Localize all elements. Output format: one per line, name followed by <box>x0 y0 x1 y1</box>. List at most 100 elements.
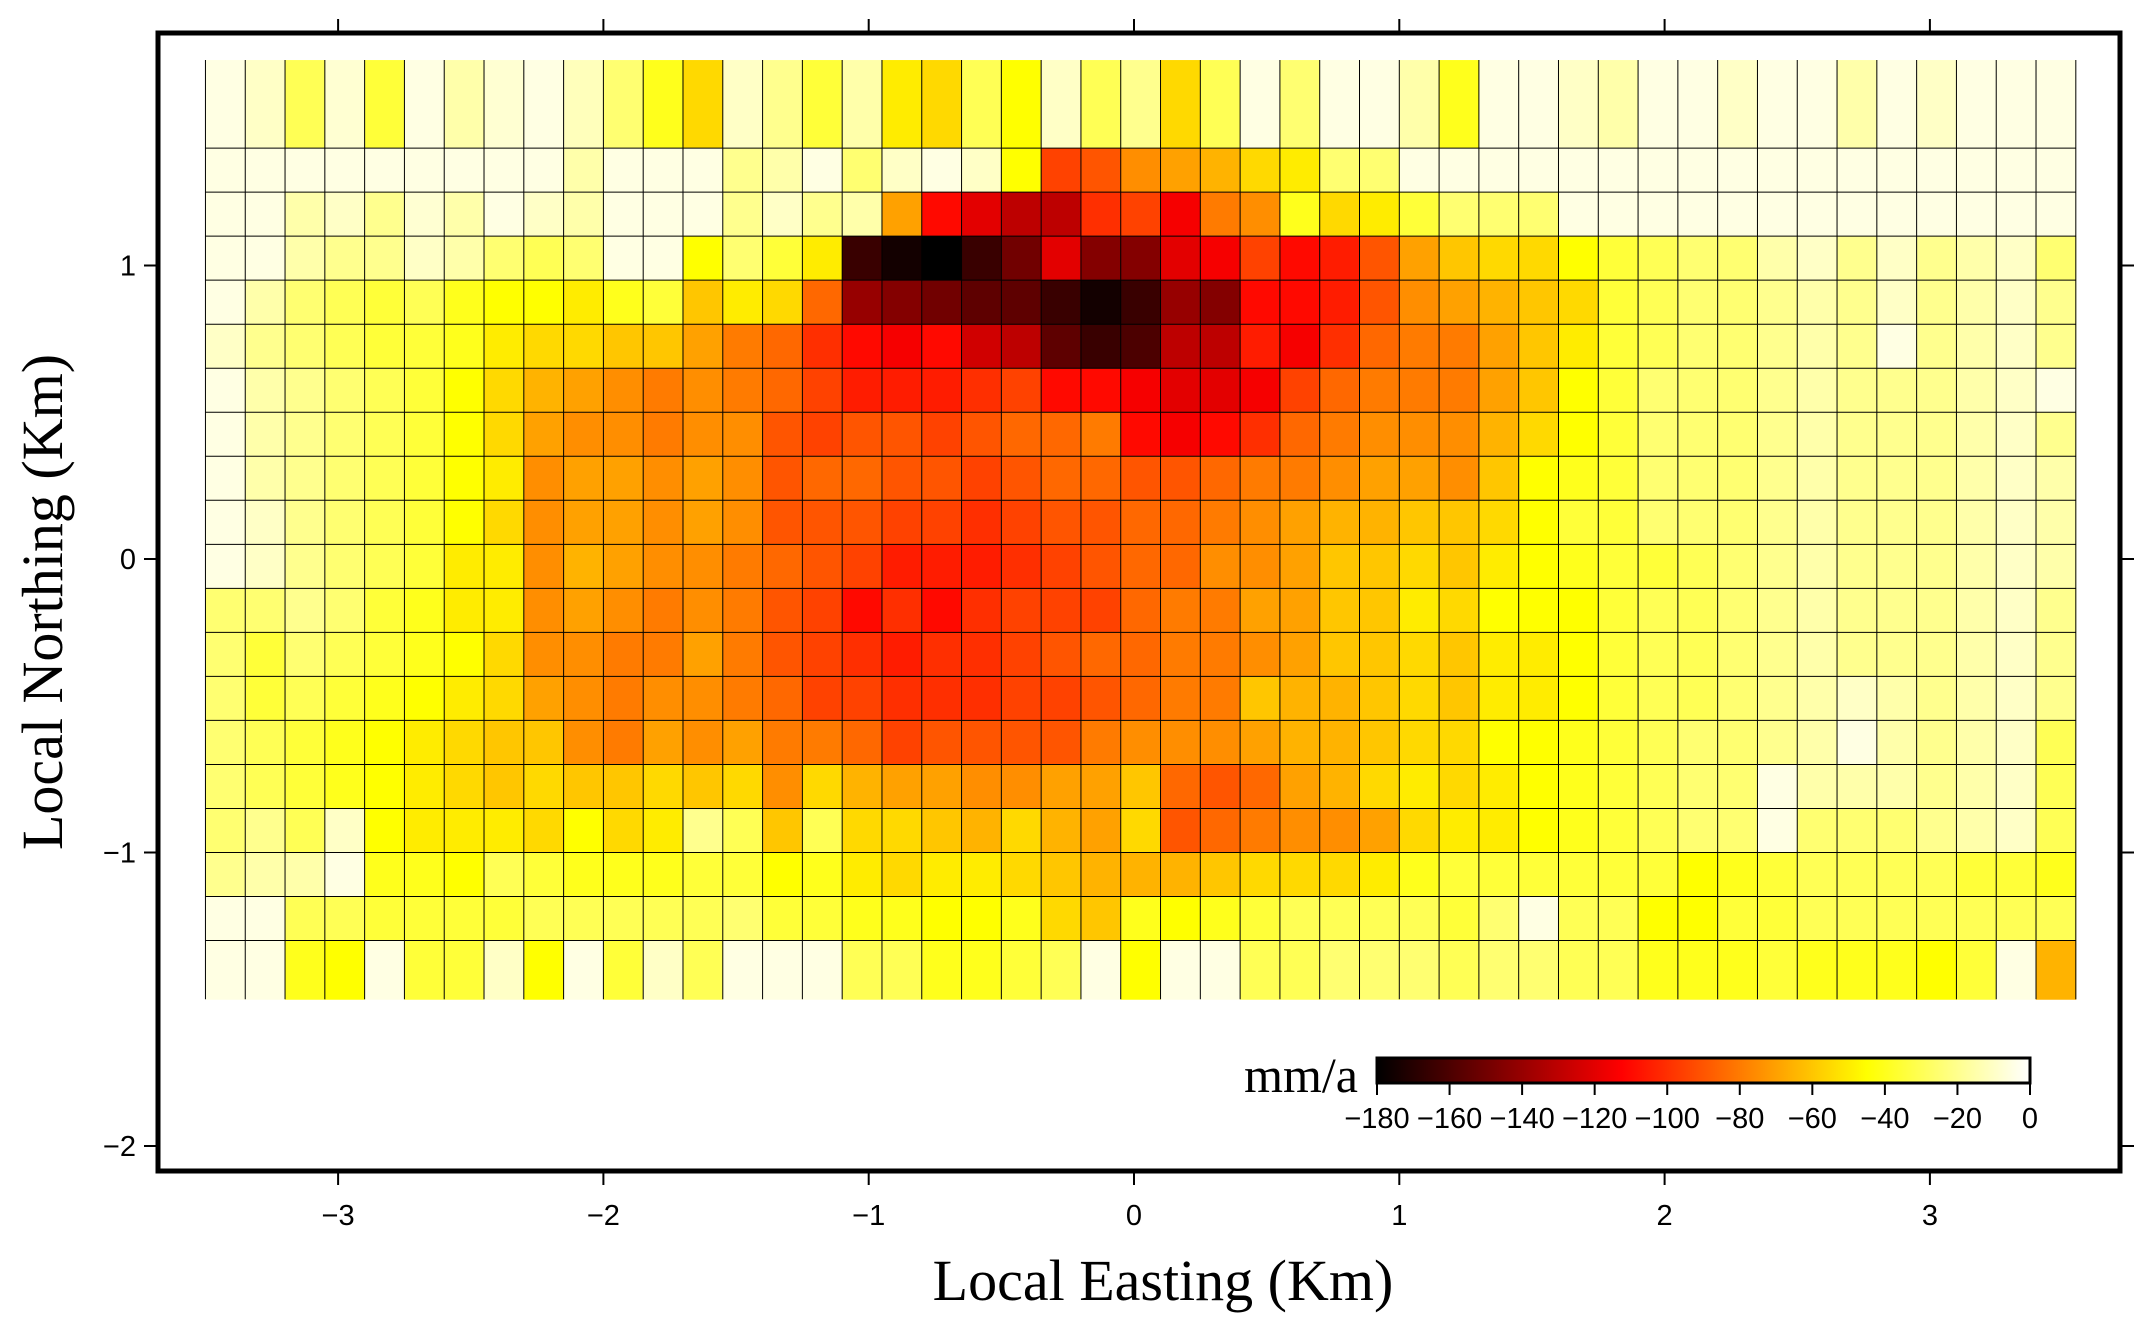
heatmap-cell <box>1757 368 1798 413</box>
heatmap-cell <box>484 544 525 589</box>
colorbar-tick-label: −60 <box>1788 1103 1837 1135</box>
heatmap-cell <box>1240 368 1281 413</box>
heatmap-cell <box>285 148 326 193</box>
heatmap-cell <box>842 456 883 501</box>
heatmap-cell <box>1160 852 1201 898</box>
heatmap-cell <box>1518 192 1559 237</box>
heatmap-cell <box>1279 280 1321 325</box>
heatmap-cell <box>1359 412 1400 457</box>
heatmap-cell <box>1876 280 1918 325</box>
heatmap-cell <box>285 500 326 545</box>
heatmap-cell <box>1279 500 1321 545</box>
heatmap-cell <box>1558 808 1599 853</box>
heatmap-cell <box>324 280 366 325</box>
heatmap-cell <box>1717 192 1758 237</box>
heatmap-cell <box>842 412 883 457</box>
heatmap-cell <box>1080 764 1122 809</box>
heatmap-cell <box>1837 324 1878 369</box>
heatmap-cell <box>1200 808 1241 853</box>
heatmap-cell <box>1837 852 1878 898</box>
heatmap-cell <box>1837 280 1878 325</box>
heatmap-cell <box>1120 632 1162 677</box>
heatmap-cell <box>1160 280 1201 325</box>
heatmap-cell <box>1080 588 1122 633</box>
heatmap-cell <box>1439 148 1480 193</box>
heatmap-cell <box>523 940 565 1000</box>
heatmap-cell <box>404 852 445 898</box>
heatmap-cell <box>1757 280 1798 325</box>
heatmap-cell <box>523 368 565 413</box>
heatmap-cell <box>1439 280 1480 325</box>
heatmap-cell <box>1439 324 1480 369</box>
heatmap-cell <box>1478 720 1520 765</box>
heatmap-cell <box>1200 676 1241 721</box>
heatmap-cell <box>404 148 445 193</box>
heatmap-cell <box>364 676 405 721</box>
heatmap-cell <box>842 148 883 193</box>
heatmap-cell <box>1876 236 1918 281</box>
heatmap-cell <box>245 500 286 545</box>
heatmap-cell <box>1797 368 1838 413</box>
heatmap-cell <box>285 808 326 853</box>
heatmap-cell <box>1001 544 1042 589</box>
heatmap-cell <box>603 280 644 325</box>
heatmap-cell <box>563 192 604 237</box>
heatmap-cell <box>1598 676 1639 721</box>
heatmap-cell <box>921 588 963 633</box>
heatmap-cell <box>1518 456 1559 501</box>
heatmap-cell <box>364 236 405 281</box>
heatmap-cell <box>1279 588 1321 633</box>
heatmap-cell <box>205 676 246 721</box>
heatmap-cell <box>802 456 843 501</box>
heatmap-cell <box>444 720 485 765</box>
heatmap-cell <box>643 764 684 809</box>
heatmap-cell <box>1797 588 1838 633</box>
heatmap-cell <box>1837 368 1878 413</box>
heatmap-cell <box>523 148 565 193</box>
heatmap-cell <box>484 764 525 809</box>
heatmap-cell <box>1558 852 1599 898</box>
heatmap-cell <box>603 456 644 501</box>
heatmap-cell <box>285 236 326 281</box>
heatmap-cell <box>523 456 565 501</box>
heatmap-cell <box>1757 720 1798 765</box>
heatmap-cell <box>1200 280 1241 325</box>
heatmap-cell <box>1399 500 1440 545</box>
heatmap-cell <box>1558 192 1599 237</box>
heatmap-cell <box>205 720 246 765</box>
heatmap-cell <box>1757 852 1798 898</box>
heatmap-cell <box>1080 412 1122 457</box>
heatmap-cell <box>1916 764 1957 809</box>
heatmap-cell <box>2036 588 2077 633</box>
heatmap-cell <box>1876 412 1918 457</box>
heatmap-cell <box>364 412 405 457</box>
y-tick-label: 1 <box>120 251 136 283</box>
heatmap-cell <box>1677 324 1719 369</box>
heatmap-cell <box>1041 324 1082 369</box>
heatmap-cell <box>2036 500 2077 545</box>
heatmap-cell <box>2036 412 2077 457</box>
heatmap-cell <box>285 588 326 633</box>
heatmap-cell <box>1797 940 1838 1000</box>
heatmap-cell <box>1598 720 1639 765</box>
heatmap-cell <box>603 588 644 633</box>
heatmap-cell <box>921 500 963 545</box>
heatmap-cell <box>484 236 525 281</box>
heatmap-cell <box>682 720 724 765</box>
heatmap-cell <box>484 632 525 677</box>
heatmap-cell <box>762 676 803 721</box>
heatmap-cell <box>523 632 565 677</box>
heatmap-cell <box>961 236 1002 281</box>
heatmap-cell <box>1916 676 1957 721</box>
heatmap-cell <box>1876 192 1918 237</box>
heatmap-cell <box>722 500 764 545</box>
heatmap-cell <box>444 588 485 633</box>
heatmap-cell <box>1558 940 1599 1000</box>
heatmap-cell <box>1080 324 1122 369</box>
heatmap-cell <box>1120 456 1162 501</box>
heatmap-cell <box>1439 588 1480 633</box>
heatmap-cell <box>1240 280 1281 325</box>
heatmap-cell <box>245 632 286 677</box>
heatmap-cell <box>1558 236 1599 281</box>
colorbar-ticks: −180 −160 −140 −120 −100 −80 −60 −40 −20 0 <box>1344 1083 2038 1135</box>
